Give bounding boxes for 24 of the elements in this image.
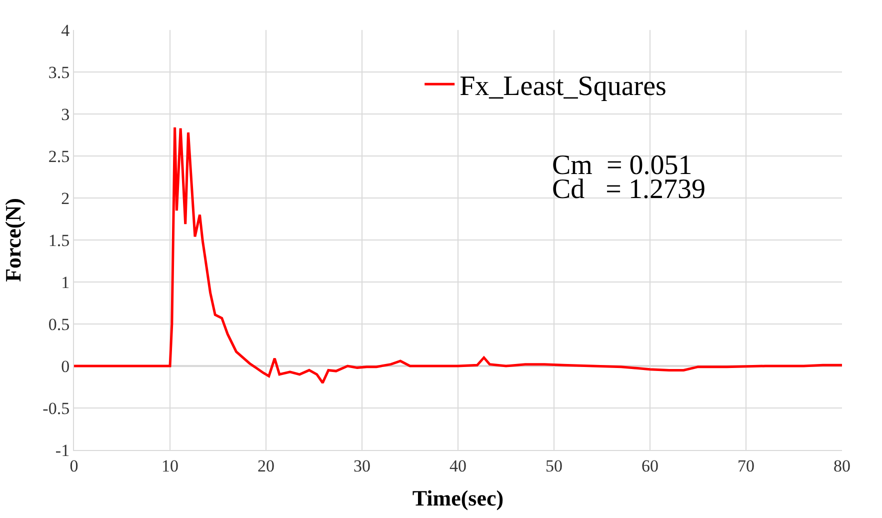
y-axis-title: Force(N) xyxy=(0,198,26,282)
x-axis-title: Time(sec) xyxy=(412,485,504,510)
x-tick-label: 70 xyxy=(738,456,754,476)
y-tick-label: 0.5 xyxy=(48,314,70,334)
x-tick-label: 80 xyxy=(834,456,850,476)
y-tick-label: 2.5 xyxy=(48,146,70,166)
x-tick-label: 20 xyxy=(258,456,274,476)
annotation: Cd = 1.2739 xyxy=(552,174,706,205)
y-tick-label: 1.5 xyxy=(48,230,70,250)
y-tick-label: -1 xyxy=(55,440,70,460)
x-tick-label: 10 xyxy=(162,456,178,476)
x-tick-label: 50 xyxy=(546,456,562,476)
line-series xyxy=(74,126,842,384)
y-tick-label: 1 xyxy=(61,272,70,292)
y-tick-label: 0 xyxy=(61,356,70,376)
y-tick-label: 3 xyxy=(61,104,70,124)
y-tick-label: -0.5 xyxy=(42,398,70,418)
y-tick-label: 4 xyxy=(61,20,70,40)
legend-label: Fx_Least_Squares xyxy=(460,71,666,102)
x-tick-label: 40 xyxy=(450,456,466,476)
x-tick-label: 60 xyxy=(642,456,658,476)
y-tick-label: 3.5 xyxy=(48,62,70,82)
y-tick-label: 2 xyxy=(61,188,70,208)
x-tick-label: 30 xyxy=(354,456,370,476)
